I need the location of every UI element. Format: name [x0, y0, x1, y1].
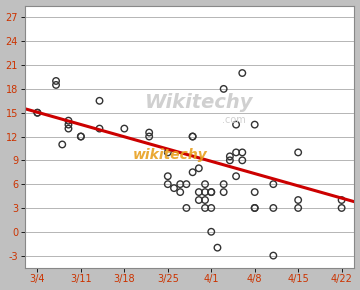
Point: [270, 253, 276, 258]
Point: [190, 134, 195, 139]
Point: [252, 206, 258, 210]
Point: [165, 182, 171, 186]
Point: [202, 198, 208, 202]
Point: [227, 154, 233, 159]
Point: [252, 122, 258, 127]
Point: [239, 150, 245, 155]
Point: [339, 198, 345, 202]
Point: [233, 150, 239, 155]
Point: [208, 190, 214, 194]
Point: [233, 174, 239, 179]
Point: [221, 87, 226, 91]
Point: [239, 71, 245, 75]
Point: [171, 186, 177, 191]
Point: [295, 150, 301, 155]
Point: [202, 206, 208, 210]
Point: [208, 229, 214, 234]
Point: [252, 206, 258, 210]
Point: [66, 122, 71, 127]
Text: Wikitechy: Wikitechy: [145, 93, 254, 112]
Point: [177, 182, 183, 186]
Point: [35, 110, 40, 115]
Point: [53, 79, 59, 83]
Point: [270, 182, 276, 186]
Point: [96, 126, 102, 131]
Point: [295, 206, 301, 210]
Point: [190, 134, 195, 139]
Point: [165, 150, 171, 155]
Point: [239, 158, 245, 163]
Point: [233, 122, 239, 127]
Point: [59, 142, 65, 147]
Point: [177, 190, 183, 194]
Point: [66, 118, 71, 123]
Point: [215, 245, 220, 250]
Point: [165, 174, 171, 179]
Point: [196, 166, 202, 171]
Point: [196, 198, 202, 202]
Point: [202, 182, 208, 186]
Point: [208, 206, 214, 210]
Point: [208, 190, 214, 194]
Text: wikitechy: wikitechy: [132, 148, 207, 162]
Point: [184, 182, 189, 186]
Point: [53, 83, 59, 87]
Point: [96, 99, 102, 103]
Point: [66, 126, 71, 131]
Point: [121, 126, 127, 131]
Point: [270, 206, 276, 210]
Point: [221, 182, 226, 186]
Point: [78, 134, 84, 139]
Point: [227, 158, 233, 163]
Text: .com: .com: [222, 115, 246, 124]
Point: [146, 130, 152, 135]
Point: [196, 190, 202, 194]
Point: [35, 110, 40, 115]
Point: [190, 170, 195, 175]
Point: [339, 206, 345, 210]
Point: [202, 190, 208, 194]
Point: [184, 206, 189, 210]
Point: [252, 190, 258, 194]
Point: [146, 134, 152, 139]
Point: [221, 190, 226, 194]
Point: [78, 134, 84, 139]
Point: [295, 198, 301, 202]
